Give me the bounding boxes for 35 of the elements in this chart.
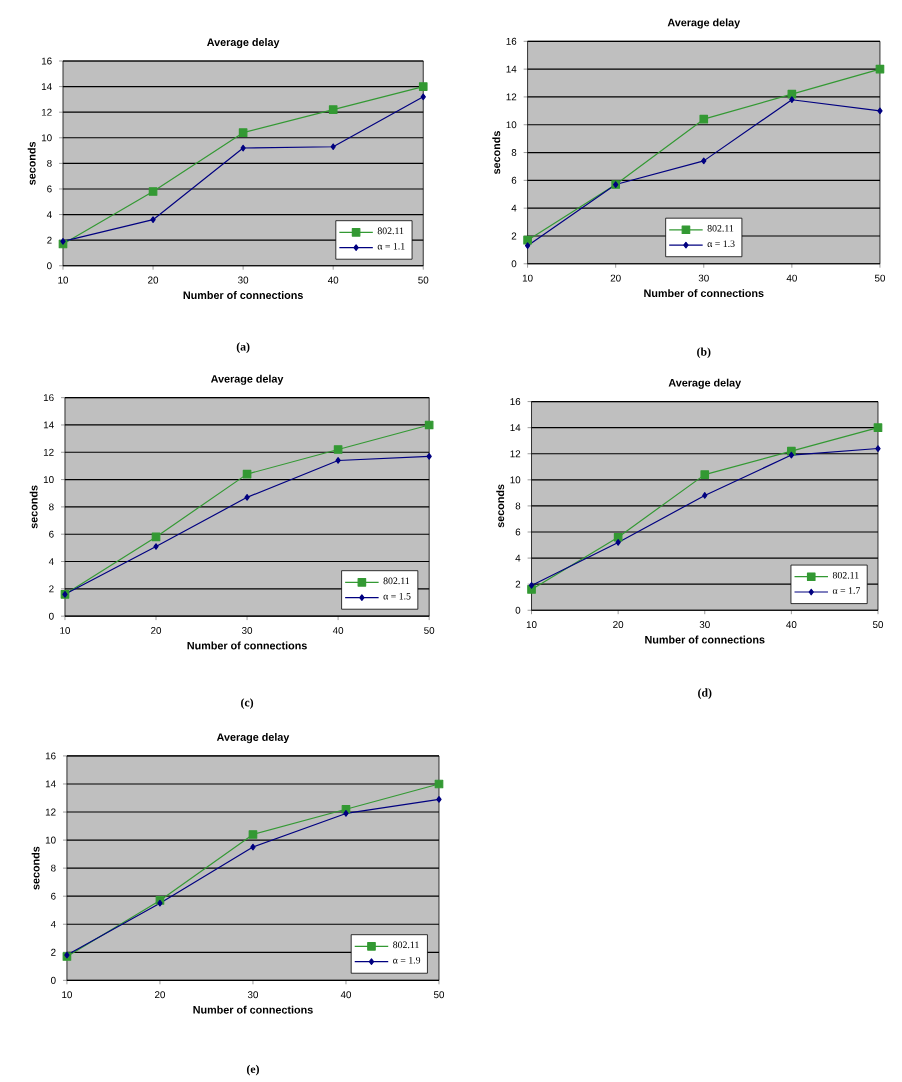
point bbox=[788, 451, 795, 459]
point bbox=[789, 96, 795, 104]
point bbox=[343, 810, 349, 817]
point bbox=[248, 830, 258, 839]
point bbox=[877, 107, 883, 115]
point bbox=[335, 457, 341, 464]
point bbox=[436, 796, 442, 803]
point bbox=[238, 128, 248, 137]
point bbox=[700, 470, 710, 479]
point bbox=[614, 532, 623, 542]
point bbox=[329, 105, 338, 114]
point bbox=[702, 492, 708, 499]
point bbox=[240, 144, 246, 152]
point bbox=[330, 143, 337, 151]
point bbox=[250, 843, 256, 851]
point bbox=[787, 89, 797, 99]
point bbox=[523, 235, 533, 245]
point bbox=[242, 469, 252, 479]
point bbox=[701, 157, 707, 165]
point bbox=[153, 543, 159, 550]
point bbox=[425, 420, 434, 430]
point bbox=[148, 187, 158, 196]
point bbox=[419, 82, 428, 91]
point bbox=[420, 93, 427, 101]
point bbox=[244, 493, 250, 501]
point bbox=[150, 216, 156, 224]
point bbox=[615, 539, 621, 546]
point bbox=[875, 64, 885, 74]
point bbox=[529, 582, 535, 589]
point bbox=[875, 445, 881, 452]
point bbox=[333, 445, 343, 454]
point bbox=[699, 114, 709, 124]
point bbox=[426, 453, 432, 460]
point bbox=[525, 242, 531, 250]
point bbox=[873, 423, 883, 432]
